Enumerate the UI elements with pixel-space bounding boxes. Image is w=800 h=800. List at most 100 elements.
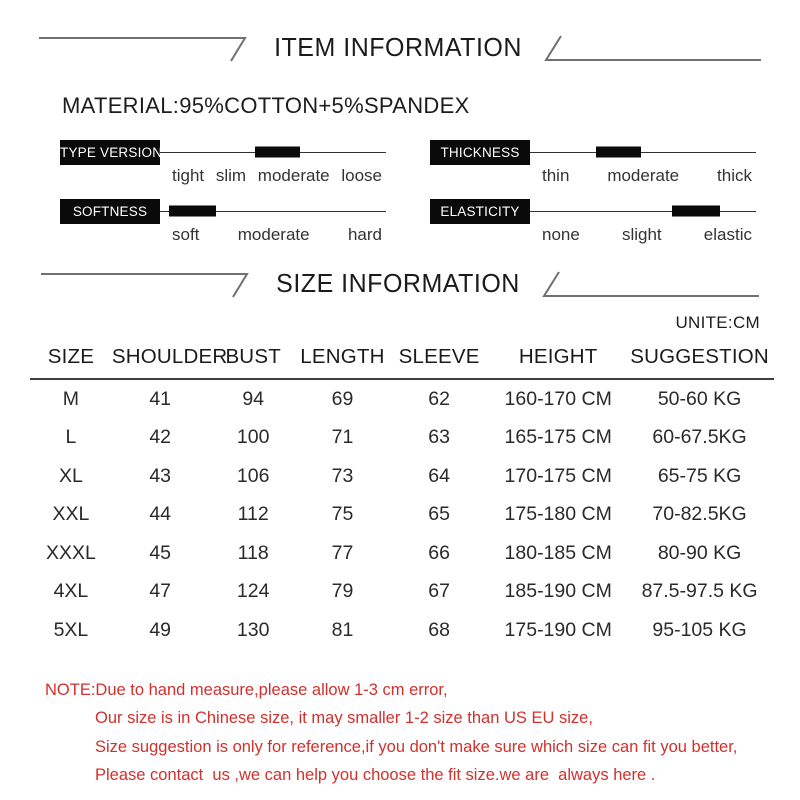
attribute-track xyxy=(530,198,756,224)
table-cell: 75 xyxy=(331,503,354,526)
table-cell: 118 xyxy=(237,541,269,564)
table-cell: 77 xyxy=(331,541,354,564)
note-line: NOTE:Due to hand measure,please allow 1-… xyxy=(45,680,448,699)
table-cell: 65 xyxy=(428,503,450,526)
item-information-header: ITEM INFORMATION xyxy=(0,33,800,63)
table-cell: 63 xyxy=(428,426,450,449)
table-cell: 44 xyxy=(149,503,172,526)
table-cell: 160-170 CM xyxy=(504,387,612,410)
column-header: LENGTH xyxy=(297,339,388,380)
attribute-option: none xyxy=(542,225,580,244)
attribute-options: soft moderate hard xyxy=(172,225,382,245)
table-cell: 112 xyxy=(237,503,269,526)
attribute-option: slight xyxy=(621,225,662,244)
table-row: XXL 44 112 75 65 175-180 CM 70-82.5KG xyxy=(30,496,774,535)
table-cell: 41 xyxy=(149,387,172,410)
header-decor-right-line xyxy=(544,34,761,61)
note-line: Please contact us ,we can help you choos… xyxy=(95,766,656,784)
attribute-track xyxy=(160,198,386,224)
column-header: SLEEVE xyxy=(387,339,492,380)
table-cell: 62 xyxy=(428,387,450,410)
attribute-option: loose xyxy=(341,166,382,185)
table-cell: 64 xyxy=(428,464,450,487)
table-header-row: SIZE SHOULDER BUST LENGTH SLEEVE HEIGHT SUGGES… xyxy=(30,339,774,380)
table-cell: XXL xyxy=(52,503,90,526)
table-cell: 4XL xyxy=(53,580,89,603)
attribute-option: slim xyxy=(215,166,247,185)
table-cell: 81 xyxy=(331,618,354,641)
column-header: SHOULDER xyxy=(111,339,227,380)
attribute-options: thin moderate thick xyxy=(542,166,752,186)
table-cell: 60-67.5KG xyxy=(652,426,747,449)
section-title-item: ITEM INFORMATION xyxy=(274,33,522,62)
table-cell: 70-82.5KG xyxy=(652,503,747,526)
note-line: Our size is in Chinese size, it may smal… xyxy=(95,709,593,727)
column-header: BUST xyxy=(208,339,298,380)
attribute-track xyxy=(160,139,386,165)
table-cell: 67 xyxy=(428,580,450,603)
table-cell: 47 xyxy=(149,580,172,603)
table-cell: 124 xyxy=(236,580,270,603)
table-cell: 87.5-97.5 KG xyxy=(641,580,758,603)
attribute-option: thin xyxy=(542,166,570,185)
table-cell: 65-75 KG xyxy=(657,464,742,487)
table-cell: 95-105 KG xyxy=(652,618,747,641)
table-row: XL 43 106 73 64 170-175 CM 65-75 KG xyxy=(30,457,774,496)
size-information-header: SIZE INFORMATION xyxy=(0,269,800,299)
table-cell: 42 xyxy=(149,426,172,449)
table-cell: 94 xyxy=(242,387,265,410)
note-line: Size suggestion is only for reference,if… xyxy=(95,737,738,756)
table-cell: 80-90 KG xyxy=(657,541,742,564)
attribute-label: ELASTICITY xyxy=(430,198,530,224)
table-cell: 106 xyxy=(236,464,270,487)
attribute-indicator xyxy=(169,205,217,217)
attribute-block: TYPE VERSION tight slim moderate loose xyxy=(60,139,386,186)
table-cell: 79 xyxy=(331,580,354,603)
table-cell: 100 xyxy=(236,426,270,449)
attribute-option: thick xyxy=(717,166,752,185)
attribute-block: THICKNESS thin moderate thick xyxy=(430,139,756,186)
table-cell: 180-185 CM xyxy=(504,541,612,564)
size-table: SIZE SHOULDER BUST LENGTH SLEEVE HEIGHT SUGGES… xyxy=(30,339,774,650)
attribute-label: TYPE VERSION xyxy=(60,139,162,165)
table-cell: 66 xyxy=(428,541,450,564)
table-cell: 175-190 CM xyxy=(504,618,612,641)
attribute-option: elastic xyxy=(703,225,752,244)
attribute-indicator xyxy=(595,146,641,158)
table-cell: 43 xyxy=(149,464,172,487)
attribute-option: soft xyxy=(172,225,200,244)
column-header: SIZE xyxy=(30,339,112,380)
table-row: XXXL 45 118 77 66 180-185 CM 80-90 KG xyxy=(30,534,774,573)
table-cell: 71 xyxy=(331,426,354,449)
table-cell: 185-190 CM xyxy=(504,580,612,603)
table-cell: 175-180 CM xyxy=(504,503,612,526)
attribute-options: none slight elastic xyxy=(542,225,752,245)
attributes-panel: TYPE VERSION tight slim moderate loose THICKN… xyxy=(60,139,756,245)
table-cell: 165-175 CM xyxy=(504,426,612,449)
attribute-option: moderate xyxy=(237,225,310,244)
table-cell: 68 xyxy=(428,618,450,641)
material-text: MATERIAL:95%COTTON+5%SPANDEX xyxy=(62,93,470,118)
note-block: NOTE:Due to hand measure,please allow 1-… xyxy=(45,676,800,790)
table-cell: 170-175 CM xyxy=(504,464,612,487)
table-row: L 42 100 71 63 165-175 CM 60-67.5KG xyxy=(30,419,774,458)
column-header: HEIGHT xyxy=(491,339,626,380)
table-cell: 73 xyxy=(331,464,354,487)
attribute-option: moderate xyxy=(257,166,330,185)
section-title-size: SIZE INFORMATION xyxy=(276,269,520,298)
attribute-indicator xyxy=(254,146,301,158)
table-cell: 50-60 KG xyxy=(657,387,742,410)
attribute-indicator xyxy=(672,205,720,217)
table-cell: XXXL xyxy=(45,541,96,564)
attribute-options: tight slim moderate loose xyxy=(172,166,382,186)
table-cell: XL xyxy=(58,464,83,487)
header-decor-left-line xyxy=(41,272,249,298)
table-cell: 69 xyxy=(331,387,354,410)
header-decor-left-line xyxy=(39,36,247,62)
table-row: 4XL 47 124 79 67 185-190 CM 87.5-97.5 KG xyxy=(30,573,774,612)
header-decor-right-line xyxy=(542,270,759,297)
table-cell: 5XL xyxy=(53,618,89,641)
attribute-label: THICKNESS xyxy=(430,139,530,165)
unit-label: UNITE:CM xyxy=(675,313,760,332)
attribute-block: ELASTICITY none slight elastic xyxy=(430,198,756,245)
